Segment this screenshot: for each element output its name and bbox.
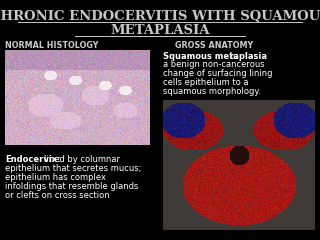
Text: cells epithelium to a: cells epithelium to a xyxy=(163,78,249,87)
Text: is: is xyxy=(228,52,237,61)
Text: GROSS ANATOMY: GROSS ANATOMY xyxy=(175,41,253,50)
Text: epithelium has complex: epithelium has complex xyxy=(5,173,106,182)
Text: METAPLASIA: METAPLASIA xyxy=(110,24,210,37)
Text: CHRONIC ENDOCERVITIS WITH SQUAMOUS: CHRONIC ENDOCERVITIS WITH SQUAMOUS xyxy=(0,10,320,23)
Text: Endocervix:: Endocervix: xyxy=(5,155,60,164)
Text: lined by columnar: lined by columnar xyxy=(44,155,120,164)
Text: NORMAL HISTOLOGY: NORMAL HISTOLOGY xyxy=(5,41,99,50)
Text: epithelium that secretes mucus;: epithelium that secretes mucus; xyxy=(5,164,141,173)
Text: or clefts on cross section: or clefts on cross section xyxy=(5,191,110,200)
Text: infoldings that resemble glands: infoldings that resemble glands xyxy=(5,182,138,191)
Text: change of surfacing lining: change of surfacing lining xyxy=(163,69,273,78)
Text: a benign non-cancerous: a benign non-cancerous xyxy=(163,60,265,69)
Text: Squamous metaplasia: Squamous metaplasia xyxy=(163,52,267,61)
Text: squamous morphology.: squamous morphology. xyxy=(163,87,261,96)
